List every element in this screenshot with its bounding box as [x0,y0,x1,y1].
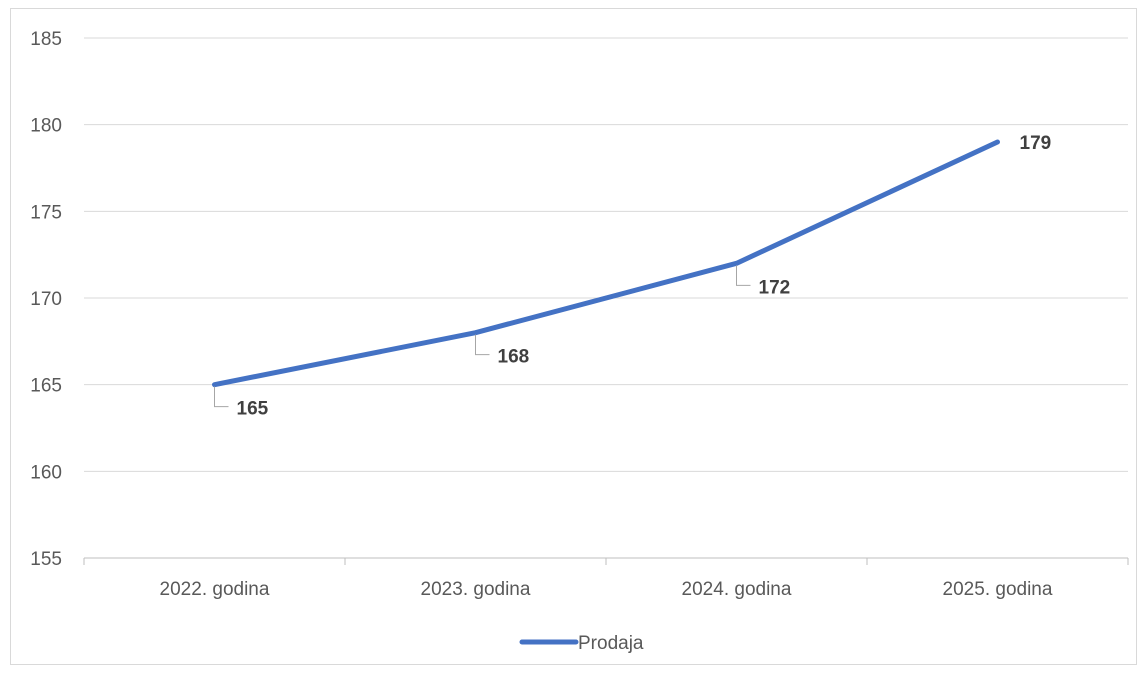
data-labels: 165 168 172 179 [214,133,1052,420]
data-label-leader [214,386,229,408]
x-axis: 2022. godina 2023. godina 2024. godina 2025… [83,557,1129,600]
y-tick-label: 170 [30,289,62,310]
gridlines [84,37,1128,472]
legend-label: Prodaja [578,633,644,654]
x-tick-label: 2022. godina [160,579,270,600]
y-tick-label: 160 [30,462,62,483]
y-tick-label: 185 [30,29,62,50]
y-tick-label: 175 [30,202,62,223]
x-tick-label: 2023. godina [421,579,531,600]
series-lines [212,139,1000,388]
legend: Prodaja [519,633,644,654]
x-tick-label: 2024. godina [682,579,792,600]
x-tick-label: 2025. godina [943,579,1053,600]
series-line-prodaja [212,139,1000,388]
y-tick-label: 180 [30,116,62,137]
y-tick-label: 155 [30,549,62,570]
y-axis-tick-labels: 155 160 165 170 175 180 185 [30,29,62,570]
y-tick-label: 165 [30,376,62,397]
data-label: 168 [498,347,530,368]
data-label: 172 [759,277,791,298]
data-label-leader [736,265,751,286]
chart-area [10,8,1137,665]
data-label: 165 [237,399,269,420]
data-label: 179 [1020,133,1052,154]
data-label-leader [475,334,490,356]
